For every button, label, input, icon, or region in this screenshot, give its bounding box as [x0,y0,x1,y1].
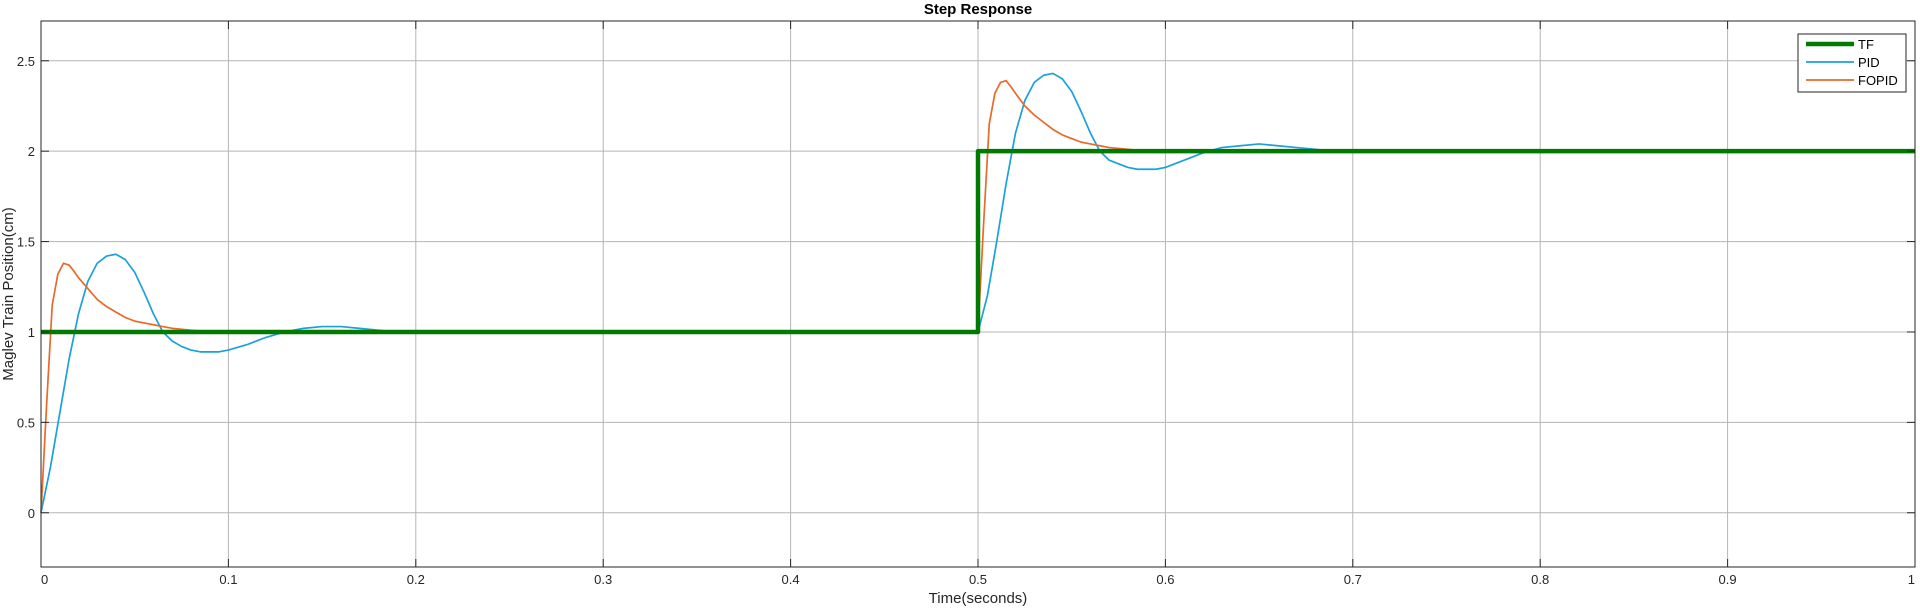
chart-title: Step Response [924,1,1032,18]
x-tick-label: 0 [41,572,48,587]
x-tick-label: 0.7 [1344,572,1362,587]
x-tick-label: 0.6 [1156,572,1174,587]
x-tick-label: 0.3 [594,572,612,587]
series-line-tf [41,148,1915,335]
y-tick-label: 2 [28,144,35,159]
x-tick-label: 0.1 [219,572,237,587]
x-tick-label: 0.4 [782,572,800,587]
legend: TF PID FOPID [1797,33,1907,93]
x-tick-label: 0.9 [1719,572,1737,587]
x-tick-label: 0.8 [1531,572,1549,587]
x-tick-label: 0.5 [969,572,987,587]
legend-label-fopid: FOPID [1858,73,1898,88]
x-axis-label: Time(seconds) [929,590,1028,607]
x-tick-label: 0.2 [407,572,425,587]
x-tick-label: 1 [1908,572,1915,587]
y-tick-label: 1 [28,325,35,340]
y-tick-label: 0 [28,506,35,521]
legend-label-pid: PID [1858,55,1880,70]
axis-ticks: 0 0.1 0.2 0.3 0.4 0.5 0.6 0.7 0.8 0.9 1 0 0.5 1 1.5 2 2.… [17,21,1916,587]
y-tick-label: 2.5 [17,54,35,69]
y-tick-label: 0.5 [17,415,35,430]
y-tick-label: 1.5 [17,235,35,250]
y-axis-label: Maglev Train Position(cm) [0,207,17,380]
legend-label-tf: TF [1858,37,1874,52]
series-lines [40,72,1915,513]
